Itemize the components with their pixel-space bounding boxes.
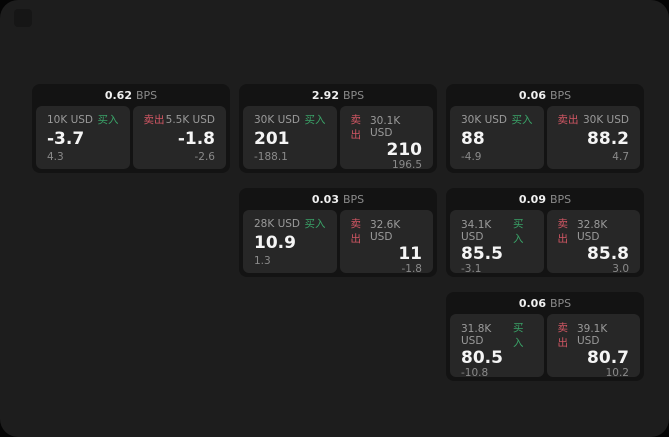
quote-card: 0.09 BPS 34.1K USD 买入 85.5 -3.1 卖出 32.8K… <box>446 188 644 277</box>
buy-label: 买入 <box>513 322 524 349</box>
buy-price: 10.9 <box>254 232 296 253</box>
buy-label: 买入 <box>97 114 119 126</box>
bps-header: 0.06 BPS <box>450 84 640 106</box>
buy-price: 88 <box>461 128 485 149</box>
bps-unit-label: BPS <box>135 88 158 102</box>
buy-change: -3.1 <box>461 263 482 275</box>
sell-label: 卖出 <box>557 218 569 245</box>
buy-notional: 28K USD <box>254 217 301 230</box>
sell-notional: 30.1K USD <box>369 115 401 139</box>
buy-panel[interactable]: 34.1K USD 买入 85.5 -3.1 <box>450 210 544 275</box>
buy-price: -3.7 <box>47 128 85 149</box>
buy-change: -10.8 <box>461 367 489 379</box>
sell-price: 210 <box>386 140 423 160</box>
sell-notional: 39.1K USD <box>576 323 608 347</box>
sell-label: 卖出 <box>557 322 569 349</box>
sell-price: 85.8 <box>587 244 629 264</box>
buy-price: 85.5 <box>461 244 503 264</box>
buy-change: -4.9 <box>461 151 482 163</box>
buy-change: -188.1 <box>254 151 288 163</box>
buy-notional: 30K USD <box>254 113 301 126</box>
buy-label: 买入 <box>304 218 326 230</box>
sell-change: 196.5 <box>391 159 422 171</box>
buy-label: 买入 <box>304 114 326 126</box>
bps-header: 0.62 BPS <box>36 84 226 106</box>
quote-card: 0.06 BPS 30K USD 买入 88 -4.9 卖出 30K USD <box>446 84 644 173</box>
sell-panel[interactable]: 卖出 32.6K USD 11 -1.8 <box>339 210 433 275</box>
bps-header: 0.03 BPS <box>243 188 433 210</box>
sell-change: -2.6 <box>194 151 216 163</box>
app-logo-icon <box>14 9 32 27</box>
buy-change: 4.3 <box>47 151 64 163</box>
buy-notional: 34.1K USD <box>461 219 492 243</box>
bps-value: 0.03 <box>311 192 339 206</box>
buy-notional: 31.8K USD <box>461 323 492 347</box>
bps-header: 2.92 BPS <box>243 84 433 106</box>
quote-card-grid: 0.62 BPS 10K USD 买入 -3.7 4.3 卖出 5.5K USD <box>32 84 644 381</box>
buy-price: 201 <box>254 128 290 149</box>
bps-header: 0.09 BPS <box>450 188 640 210</box>
sell-label: 卖出 <box>350 114 362 141</box>
buy-notional: 10K USD <box>47 113 94 126</box>
quote-card: 0.62 BPS 10K USD 买入 -3.7 4.3 卖出 5.5K USD <box>32 84 230 173</box>
sell-change: -1.8 <box>401 263 423 275</box>
bps-value: 2.92 <box>311 88 339 102</box>
quote-card: 0.03 BPS 28K USD 买入 10.9 1.3 卖出 32.6K US… <box>239 188 437 277</box>
sell-label: 卖出 <box>557 114 579 126</box>
sell-panel[interactable]: 卖出 30K USD 88.2 4.7 <box>546 106 640 169</box>
sell-panel[interactable]: 卖出 32.8K USD 85.8 3.0 <box>546 210 640 275</box>
bps-header: 0.06 BPS <box>450 292 640 314</box>
sell-notional: 5.5K USD <box>165 113 215 126</box>
bps-value: 0.06 <box>518 296 546 310</box>
sell-label: 卖出 <box>143 114 165 126</box>
buy-panel[interactable]: 30K USD 买入 88 -4.9 <box>450 106 544 169</box>
bps-unit-label: BPS <box>342 192 365 206</box>
bps-unit-label: BPS <box>549 296 572 310</box>
sell-panel[interactable]: 卖出 39.1K USD 80.7 10.2 <box>546 314 640 379</box>
sell-label: 卖出 <box>350 218 362 245</box>
bps-unit-label: BPS <box>549 192 572 206</box>
sell-price: 80.7 <box>587 348 629 368</box>
buy-change: 1.3 <box>254 255 271 267</box>
sell-panel[interactable]: 卖出 5.5K USD -1.8 -2.6 <box>132 106 226 169</box>
bps-value: 0.09 <box>518 192 546 206</box>
buy-panel[interactable]: 31.8K USD 买入 80.5 -10.8 <box>450 314 544 379</box>
buy-notional: 30K USD <box>461 113 508 126</box>
buy-label: 买入 <box>511 114 533 126</box>
quote-card: 2.92 BPS 30K USD 买入 201 -188.1 卖出 30.1K … <box>239 84 437 173</box>
bps-unit-label: BPS <box>342 88 365 102</box>
bps-value: 0.06 <box>518 88 546 102</box>
sell-panel[interactable]: 卖出 30.1K USD 210 196.5 <box>339 106 433 171</box>
sell-price: 11 <box>398 244 422 264</box>
sell-change: 3.0 <box>612 263 629 275</box>
sell-change: 4.7 <box>612 151 629 163</box>
buy-panel[interactable]: 30K USD 买入 201 -188.1 <box>243 106 337 169</box>
buy-label: 买入 <box>513 218 524 245</box>
bps-unit-label: BPS <box>549 88 572 102</box>
sell-price: -1.8 <box>177 128 215 149</box>
buy-panel[interactable]: 28K USD 买入 10.9 1.3 <box>243 210 337 273</box>
sell-change: 10.2 <box>605 367 629 379</box>
sell-notional: 30K USD <box>582 113 629 126</box>
buy-panel[interactable]: 10K USD 买入 -3.7 4.3 <box>36 106 130 169</box>
quote-card: 0.06 BPS 31.8K USD 买入 80.5 -10.8 卖出 39.1… <box>446 292 644 381</box>
buy-price: 80.5 <box>461 348 503 368</box>
sell-notional: 32.8K USD <box>576 219 608 243</box>
sell-notional: 32.6K USD <box>369 219 401 243</box>
bps-value: 0.62 <box>104 88 132 102</box>
sell-price: 88.2 <box>587 128 629 149</box>
